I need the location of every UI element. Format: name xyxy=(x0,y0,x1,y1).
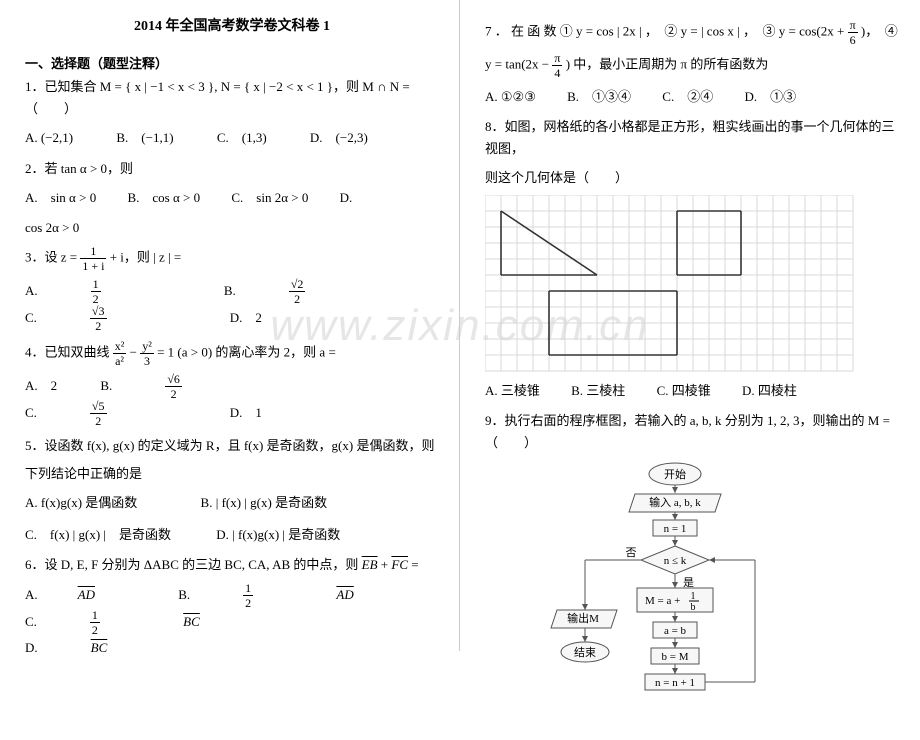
q2-opt-b: B. cos α > 0 xyxy=(127,186,200,209)
q1-stem: 1．已知集合 M = { x | −1 < x < 3 }, N = { x |… xyxy=(25,76,439,120)
q5-l2: 下列结论中正确的是 xyxy=(25,463,439,485)
q4-opt-a: A. 2 xyxy=(25,374,57,397)
q9-stem: 9．执行右面的程序框图，若输入的 a, b, k 分别为 1, 2, 3，则输出… xyxy=(485,410,900,454)
q2-opt-a: A. sin α > 0 xyxy=(25,186,96,209)
svg-text:b = M: b = M xyxy=(662,651,689,663)
q7-l2: y = tan(2x − π4 ) 中，最小正周期为 π 的所有函数为 xyxy=(485,52,900,79)
q3-options: A. 12 B. √22 C. √32 D. 2 xyxy=(25,278,439,332)
q1-opt-a: A. (−2,1) xyxy=(25,126,73,149)
q8-opt-a: A. 三棱锥 xyxy=(485,379,540,402)
section-1-title: 一、选择题（题型注释） xyxy=(25,53,439,72)
q5-options-2: C. f(x) | g(x) | 是奇函数 D. | f(x)g(x) | 是奇… xyxy=(25,523,439,546)
q7-opt-c: C. ②④ xyxy=(662,85,713,108)
q6-stem: 6．设 D, E, F 分别为 ΔABC 的三边 BC, CA, AB 的中点，… xyxy=(25,554,439,576)
q4-opt-c: C. √52 xyxy=(25,400,187,427)
svg-text:开始: 开始 xyxy=(664,467,686,481)
svg-text:输出M: 输出M xyxy=(567,611,599,625)
q2-opt-c: C. sin 2α > 0 xyxy=(231,186,308,209)
q7-options: A. ①②③ B. ①③④ C. ②④ D. ①③ xyxy=(485,85,900,108)
q4-opt-d: D. 1 xyxy=(230,401,262,424)
q5-opt-a: A. f(x)g(x) 是偶函数 xyxy=(25,491,137,514)
q3-opt-c: C. √32 xyxy=(25,305,187,332)
q1-opt-c: C. (1,3) xyxy=(217,126,267,149)
q2-opt-d: D. xyxy=(340,186,353,209)
q2-stem: 2．若 tan α > 0，则 xyxy=(25,158,439,180)
doc-title: 2014 年全国高考数学卷文科卷 1 xyxy=(25,15,439,35)
q1-opt-d: D. (−2,3) xyxy=(310,126,368,149)
q8-opt-b: B. 三棱柱 xyxy=(571,379,625,402)
svg-text:n = n + 1: n = n + 1 xyxy=(655,677,695,689)
q3-stem: 3．设 z = 11 + i + i，则 | z | = xyxy=(25,245,439,272)
q3-opt-a: A. 12 xyxy=(25,278,181,305)
q2-options: A. sin α > 0 B. cos α > 0 C. sin 2α > 0 … xyxy=(25,186,439,209)
q3-opt-b: B. √22 xyxy=(224,278,386,305)
q8-opt-c: C. 四棱锥 xyxy=(657,379,711,402)
q7-opt-d: D. ①③ xyxy=(744,85,796,108)
q7-opt-b: B. ①③④ xyxy=(567,85,631,108)
q7-opt-a: A. ①②③ xyxy=(485,85,536,108)
q6-opt-d: D. BC xyxy=(25,636,147,659)
q7-l1: 7 ． 在 函 数 ① y = cos | 2x | ， ② y = | cos… xyxy=(485,19,900,46)
q4-opt-b: B. √62 xyxy=(100,373,262,400)
svg-text:b: b xyxy=(691,602,696,613)
q3-frac: 11 + i xyxy=(80,245,106,272)
svg-text:n = 1: n = 1 xyxy=(664,523,687,535)
svg-text:n ≤ k: n ≤ k xyxy=(664,555,687,567)
three-view-grid xyxy=(485,195,865,375)
svg-text:是: 是 xyxy=(683,576,694,589)
q6-opt-c: C. 12 BC xyxy=(25,609,240,636)
svg-text:1: 1 xyxy=(691,591,696,602)
q5-l1: 5．设函数 f(x), g(x) 的定义域为 R，且 f(x) 是奇函数，g(x… xyxy=(25,435,439,457)
q8-options: A. 三棱锥 B. 三棱柱 C. 四棱锥 D. 四棱柱 xyxy=(485,379,900,402)
q5-opt-c: C. f(x) | g(x) | 是奇函数 xyxy=(25,523,171,546)
q4-stem: 4．已知双曲线 x²a² − y²3 = 1 (a > 0) 的离心率为 2，则… xyxy=(25,340,439,367)
flowchart: 开始输入 a, b, k n = 1 n ≤ k 否是M = a + 1b a = b b… xyxy=(545,460,900,740)
q3-opt-d: D. 2 xyxy=(230,306,262,329)
svg-text:否: 否 xyxy=(626,547,637,559)
svg-text:M = a +: M = a + xyxy=(645,595,680,607)
q8-l2: 则这个几何体是（ ） xyxy=(485,167,900,189)
q5-opt-b: B. | f(x) | g(x) 是奇函数 xyxy=(201,491,328,514)
q6-options: A. AD B. 12 AD C. 12 BC D. BC xyxy=(25,582,439,659)
q8-opt-d: D. 四棱柱 xyxy=(742,379,797,402)
svg-text:结束: 结束 xyxy=(574,646,596,659)
q2-opt-d2: cos 2α > 0 xyxy=(25,217,439,239)
q1-options: A. (−2,1) B. (−1,1) C. (1,3) D. (−2,3) xyxy=(25,126,439,149)
q5-options-1: A. f(x)g(x) 是偶函数 B. | f(x) | g(x) 是奇函数 xyxy=(25,491,439,514)
q1-opt-b: B. (−1,1) xyxy=(116,126,173,149)
q6-opt-b: B. 12 AD xyxy=(178,582,394,609)
left-column: 2014 年全国高考数学卷文科卷 1 一、选择题（题型注释） 1．已知集合 M … xyxy=(0,0,460,651)
q8-l1: 8．如图，网格纸的各小格都是正方形，粗实线画出的事一个几何体的三视图， xyxy=(485,116,900,160)
svg-text:输入 a, b, k: 输入 a, b, k xyxy=(649,495,701,509)
right-column: 7 ． 在 函 数 ① y = cos | 2x | ， ② y = | cos… xyxy=(460,0,920,651)
q6-opt-a: A. AD xyxy=(25,583,135,606)
q5-opt-d: D. | f(x)g(x) | 是奇函数 xyxy=(216,523,340,546)
q4-options: A. 2 B. √62 C. √52 D. 1 xyxy=(25,373,439,427)
svg-text:a = b: a = b xyxy=(664,625,687,637)
